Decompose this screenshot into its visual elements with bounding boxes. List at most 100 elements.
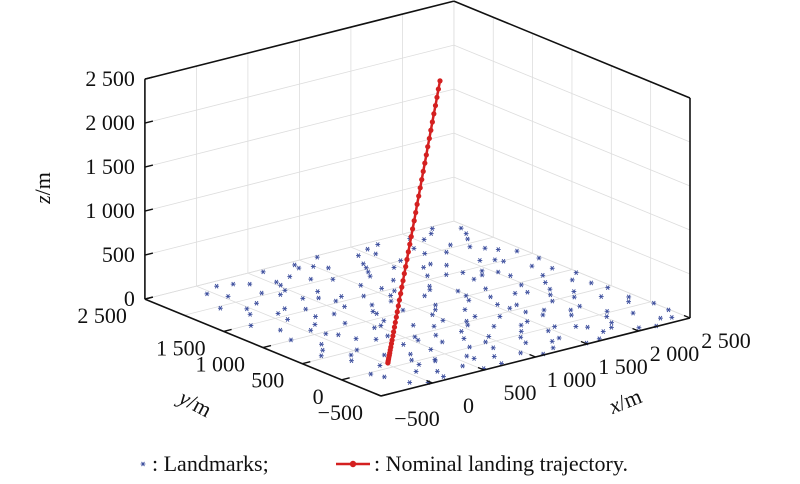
landmark-point <box>658 315 663 321</box>
landmark-point <box>491 354 497 359</box>
gridline <box>144 88 454 168</box>
landmark-stroke <box>297 265 301 271</box>
landmark-point <box>377 363 383 368</box>
landmark-point <box>536 255 542 261</box>
trajectory-point <box>404 256 410 263</box>
landmark-point <box>277 327 283 333</box>
landmark-point <box>472 314 478 319</box>
landmark-stroke <box>300 295 305 301</box>
x-tick <box>580 340 588 345</box>
landmark-stroke <box>425 273 430 279</box>
landmark-stroke <box>519 322 523 328</box>
landmark-point <box>318 353 324 359</box>
landmark-stroke <box>391 277 396 283</box>
landmark-stroke <box>546 328 551 334</box>
landmark-stroke <box>568 307 573 313</box>
gridline <box>453 44 691 143</box>
landmark-point <box>400 307 406 313</box>
landmark-stroke <box>392 288 397 294</box>
landmark-point <box>303 306 309 312</box>
landmark-point <box>381 352 387 358</box>
landmark-point <box>669 314 675 320</box>
x-tick <box>426 379 433 384</box>
landmark-point <box>381 374 387 380</box>
landmark-stroke <box>248 311 252 317</box>
landmark-point <box>204 291 210 297</box>
trajectory-point <box>398 291 404 297</box>
landmark-stroke <box>541 312 545 318</box>
landmark-point <box>491 323 497 329</box>
landmark-point <box>388 293 394 298</box>
landmark-stroke <box>463 307 467 313</box>
z-tick-label: 500 <box>102 242 135 267</box>
landmark-stroke <box>493 257 497 263</box>
landmark-stroke <box>589 280 594 286</box>
trajectory-point <box>408 233 414 240</box>
landmark-stroke <box>501 258 506 264</box>
landmark-point <box>373 251 379 257</box>
y-tick-label: 0 <box>313 384 324 409</box>
landmark-point <box>342 320 348 326</box>
landmark-point <box>501 258 506 264</box>
landmark-stroke <box>278 292 283 298</box>
landmark-point <box>524 319 530 324</box>
landmark-point <box>440 317 446 323</box>
landmark-stroke <box>414 369 418 374</box>
landmark-stroke <box>464 318 469 324</box>
landmark-point <box>434 368 440 374</box>
landmark-stroke <box>548 292 553 298</box>
z-tick <box>144 120 154 124</box>
landmark-stroke <box>548 286 552 292</box>
landmark-point <box>588 280 594 286</box>
trajectory-series <box>385 78 443 366</box>
landmark-stroke <box>569 312 574 318</box>
landmark-stroke <box>464 293 468 299</box>
landmark-point <box>483 286 489 292</box>
landmark-point <box>573 324 579 329</box>
landmark-stroke <box>550 298 555 304</box>
gridline <box>223 253 533 332</box>
landmark-stroke <box>491 345 496 351</box>
landmark-point <box>460 270 466 275</box>
landmark-point <box>518 322 524 328</box>
landmark-stroke <box>379 285 384 291</box>
landmark-stroke <box>492 354 497 359</box>
landmark-point <box>651 300 657 306</box>
trajectory-point <box>403 263 409 270</box>
landmark-point <box>230 281 236 287</box>
landmark-stroke <box>358 282 363 288</box>
landmark-stroke <box>432 323 436 329</box>
landmark-stroke <box>459 328 464 334</box>
landmark-stroke <box>464 231 468 237</box>
landmark-stroke <box>422 237 426 242</box>
landmark-stroke <box>513 290 517 296</box>
landmark-stroke <box>287 274 292 280</box>
landmark-point <box>379 285 385 291</box>
landmark-point <box>254 300 259 306</box>
landmark-point <box>549 338 555 344</box>
landmark-stroke <box>597 336 602 342</box>
y-tick-label: −500 <box>318 400 363 425</box>
z-tick <box>144 252 154 256</box>
landmark-point <box>514 302 520 308</box>
landmark-point <box>398 258 403 264</box>
landmark-point <box>292 262 298 268</box>
landmark-point <box>314 254 320 260</box>
landmark-point <box>401 342 406 347</box>
landmark-stroke <box>366 269 371 275</box>
landmark-stroke <box>274 279 279 285</box>
landmark-stroke <box>205 291 209 297</box>
landmark-point <box>444 262 449 268</box>
landmark-stroke <box>542 307 546 313</box>
landmark-point <box>330 276 336 282</box>
landmark-point <box>416 362 422 367</box>
landmark-point <box>381 318 387 324</box>
legend-landmark-marker <box>140 461 146 467</box>
landmark-stroke <box>514 302 519 308</box>
y-tick <box>144 296 154 300</box>
landmark-stroke <box>537 255 541 261</box>
landmark-point <box>577 303 583 309</box>
landmark-point <box>425 273 430 279</box>
landmark-stroke <box>315 254 320 260</box>
landmark-point <box>365 246 370 252</box>
